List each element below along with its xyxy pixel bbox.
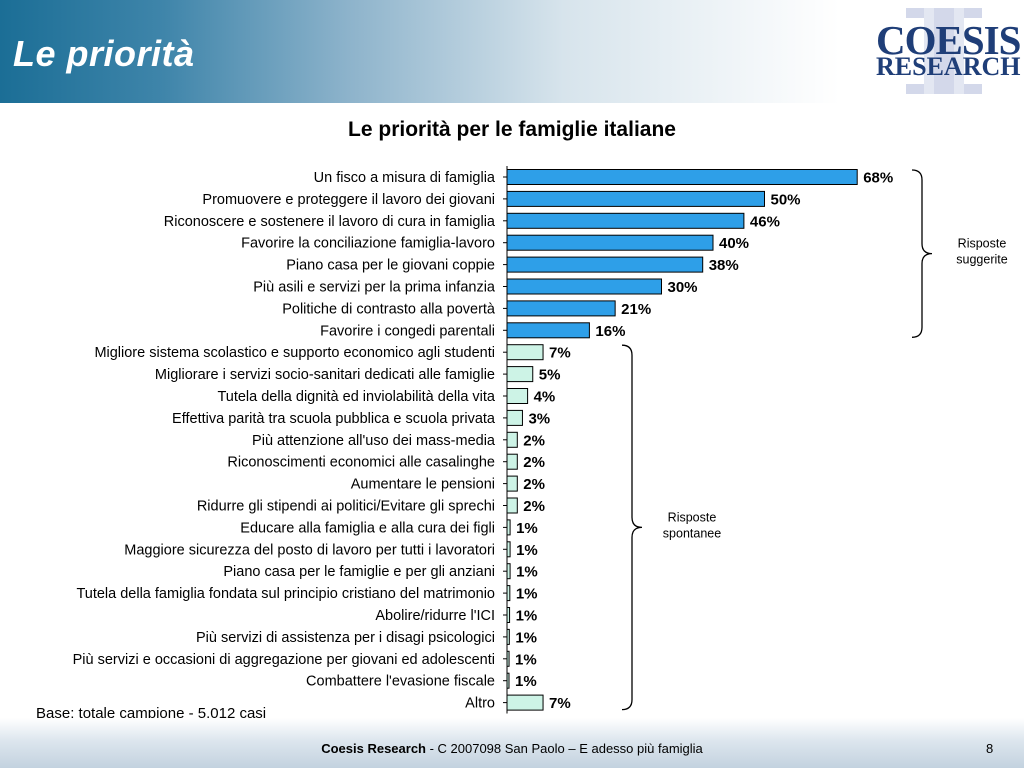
- category-label: Riconoscimenti economici alle casalinghe: [227, 455, 495, 471]
- category-label: Piano casa per le giovani coppie: [286, 258, 495, 274]
- bar: [506, 409, 523, 426]
- bar: [506, 563, 511, 580]
- category-label: Abolire/ridurre l'ICI: [375, 608, 495, 624]
- data-label: 2%: [523, 454, 545, 471]
- category-label: Aumentare le pensioni: [351, 477, 495, 493]
- data-label: 1%: [516, 520, 538, 537]
- data-label: 2%: [523, 498, 545, 515]
- bar: [506, 694, 544, 711]
- coesis-research-logo: COESIS RESEARCH: [870, 8, 1021, 94]
- data-label: 1%: [515, 629, 537, 646]
- base-note: Base: totale campione - 5.012 casi: [36, 705, 267, 722]
- category-label: Altro: [465, 696, 495, 712]
- logo-line-1: COESIS: [876, 17, 1021, 63]
- category-label: Combattere l'evasione fiscale: [306, 674, 495, 690]
- data-label: 4%: [534, 389, 556, 406]
- data-label: 1%: [516, 586, 538, 603]
- data-label: 3%: [528, 410, 550, 427]
- header-band: [0, 0, 1024, 103]
- bar: [506, 366, 534, 383]
- category-label: Maggiore sicurezza del posto di lavoro p…: [124, 542, 495, 558]
- data-label: 21%: [621, 301, 651, 318]
- category-label: Un fisco a misura di famiglia: [314, 170, 496, 186]
- category-label: Tutela della famiglia fondata sul princi…: [76, 586, 495, 602]
- category-label: Più servizi e occasioni di aggregazione …: [73, 652, 495, 668]
- bar: [506, 672, 510, 689]
- bar: [506, 585, 511, 602]
- group-label: spontanee: [663, 526, 721, 540]
- group-label: Risposte: [958, 237, 1007, 251]
- bar: [506, 256, 704, 273]
- data-label: 1%: [515, 673, 537, 690]
- bar: [506, 453, 518, 470]
- bar: [506, 322, 590, 339]
- data-label: 7%: [549, 345, 571, 362]
- logo-glyph-icon: [906, 8, 982, 94]
- data-label: 38%: [709, 257, 739, 274]
- footer-band: [0, 718, 1024, 768]
- category-label: Favorire i congedi parentali: [320, 323, 495, 339]
- data-label: 46%: [750, 213, 780, 230]
- category-label: Piano casa per le famiglie e per gli anz…: [223, 564, 495, 580]
- bar: [506, 497, 518, 514]
- bar: [506, 212, 745, 229]
- category-label: Più asili e servizi per la prima infanzi…: [253, 280, 496, 296]
- category-label: Promuovere e proteggere il lavoro dei gi…: [202, 192, 495, 208]
- data-label: 1%: [516, 542, 538, 559]
- data-label: 30%: [668, 279, 698, 296]
- bar: [506, 519, 511, 536]
- category-label: Politiche di contrasto alla povertà: [282, 301, 496, 317]
- data-label: 68%: [863, 170, 893, 187]
- data-label: 7%: [549, 695, 571, 712]
- bar: [506, 169, 858, 185]
- bar: [506, 628, 510, 645]
- category-label: Più attenzione all'uso dei mass-media: [252, 433, 496, 449]
- logo-line-2: RESEARCH: [876, 52, 1021, 81]
- page-number: 8: [986, 741, 994, 756]
- category-label: Migliorare i servizi socio-sanitari dedi…: [155, 367, 495, 383]
- bar: [506, 190, 765, 207]
- data-label: 1%: [516, 564, 538, 581]
- bar: [506, 388, 529, 404]
- bar: [506, 431, 518, 448]
- category-label: Educare alla famiglia e alla cura dei fi…: [240, 520, 495, 536]
- bar: [506, 344, 544, 361]
- group-label: suggerite: [956, 253, 1007, 267]
- bar: [506, 300, 616, 317]
- category-label: Migliore sistema scolastico e supporto e…: [94, 345, 495, 361]
- bar: [506, 278, 662, 295]
- suggested-group-brace: [911, 169, 933, 338]
- footer-brand: Coesis Research: [321, 741, 426, 756]
- group-label: Risposte: [668, 510, 717, 524]
- data-label: 40%: [719, 235, 749, 252]
- chart-title: Le priorità per le famiglie italiane: [348, 118, 676, 141]
- slide-title: Le priorità: [13, 33, 195, 74]
- category-label: Riconoscere e sostenere il lavoro di cur…: [164, 214, 496, 230]
- category-label: Più servizi di assistenza per i disagi p…: [196, 630, 495, 646]
- data-label: 2%: [523, 432, 545, 449]
- data-label: 5%: [539, 367, 561, 384]
- data-label: 2%: [523, 476, 545, 493]
- bar: [506, 541, 511, 558]
- data-label: 50%: [771, 191, 801, 208]
- spontaneous-group-brace: [621, 344, 643, 711]
- category-label: Ridurre gli stipendi ai politici/Evitare…: [197, 499, 495, 515]
- data-label: 1%: [516, 608, 538, 625]
- category-label: Favorire la conciliazione famiglia-lavor…: [241, 236, 495, 252]
- bar: [506, 234, 714, 251]
- category-label: Tutela della dignità ed inviolabilità de…: [217, 389, 495, 405]
- bar: [506, 650, 510, 667]
- bar: [506, 607, 511, 623]
- category-label: Effettiva parità tra scuola pubblica e s…: [172, 411, 496, 427]
- data-label: 16%: [595, 323, 625, 340]
- footer-text: Coesis Research - C 2007098 San Paolo – …: [0, 741, 1024, 756]
- bar: [506, 475, 518, 492]
- footer-caption: - C 2007098 San Paolo – E adesso più fam…: [425, 741, 703, 756]
- data-label: 1%: [515, 651, 537, 668]
